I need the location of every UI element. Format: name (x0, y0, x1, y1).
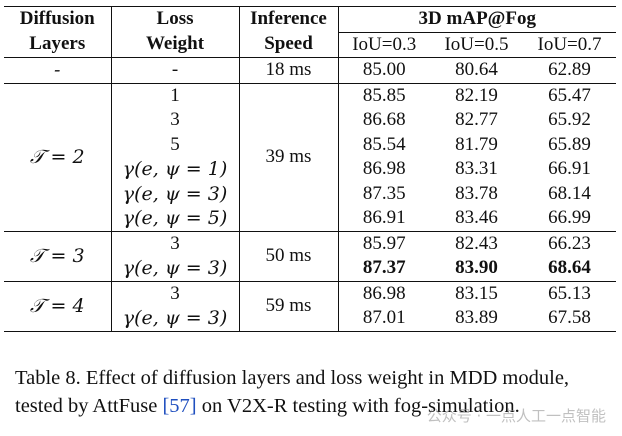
header-diffusion-line2: Layers (4, 32, 112, 58)
loss-weight-cell: γ(e, ψ = 5) (111, 206, 240, 231)
map-value-cell: 65.47 (548, 84, 591, 106)
inference-speed-cell: 18 ms (239, 57, 339, 83)
map-value-cell: 81.79 (455, 133, 498, 155)
header-speed-line1: Inference (239, 6, 339, 32)
loss-weight-cell: - (111, 57, 240, 83)
loss-weight-cell: 3 (111, 231, 240, 256)
diffusion-layers-cell: 𝒯 = 4 (4, 281, 112, 331)
map-value-cell: 62.89 (548, 59, 591, 80)
map-value-cell: 83.89 (455, 307, 498, 328)
map-value-cell: 86.98 (362, 282, 406, 304)
table-row: 3 86.68 82.77 65.92 (4, 108, 616, 133)
table-row: - -18 ms 85.00 80.64 62.89 (4, 57, 616, 83)
header-iou-07: IoU=0.7 (537, 33, 602, 55)
header-speed-line2: Speed (239, 32, 339, 58)
map-value-cell: 80.64 (455, 59, 498, 80)
map-value-cell: 66.99 (548, 207, 591, 228)
loss-weight-cell: γ(e, ψ = 3) (111, 306, 240, 331)
map-value-cell: 82.43 (455, 232, 498, 254)
table-row: γ(e, ψ = 3) 87.37 83.90 68.64 (4, 256, 616, 281)
loss-weight-cell: 5 (111, 132, 240, 157)
header-loss-line2: Weight (111, 32, 240, 58)
loss-weight-cell: γ(e, ψ = 1) (111, 157, 240, 182)
header-loss-line1: Loss (111, 6, 240, 32)
map-value-cell: 82.19 (455, 84, 498, 106)
map-value-cell: 66.91 (548, 158, 591, 179)
table-caption: Table 8. Effect of diffusion layers and … (15, 364, 607, 420)
loss-weight-cell: 3 (111, 108, 240, 133)
map-value-cell: 66.23 (548, 232, 591, 254)
map-value-cell: 65.89 (548, 133, 591, 155)
map-value-cell: 85.54 (362, 133, 406, 155)
map-value-cell: 86.91 (362, 207, 406, 228)
table-row: 𝒯 = 3 3 50 ms 85.97 82.43 66.23 (4, 231, 617, 281)
table-row: γ(e, ψ = 1) 86.98 83.31 66.91 (4, 157, 616, 182)
table-row: γ(e, ψ = 3) 87.35 83.78 68.14 (4, 181, 616, 206)
map-value-cell: 87.35 (362, 182, 406, 204)
loss-weight-cell: γ(e, ψ = 3) (111, 256, 240, 281)
diffusion-layers-cell: - (4, 57, 112, 83)
header-iou-03: IoU=0.3 (352, 33, 417, 55)
map-value-cell: 85.85 (362, 84, 406, 106)
table-row: γ(e, ψ = 5) 86.91 83.46 66.99 (4, 206, 616, 231)
map-value-cell: 68.64 (548, 257, 591, 278)
caption-text-end: on V2X-R testing with fog-simulation. (196, 395, 520, 417)
header-iou-05: IoU=0.5 (444, 33, 509, 55)
map-value-cell: 83.90 (455, 257, 498, 278)
map-value-cell: 65.92 (548, 109, 591, 130)
header-diffusion-line1: Diffusion (4, 6, 112, 32)
results-table: Diffusion Loss Inference 3D mAP@Fog Laye… (4, 6, 617, 332)
map-value-cell: 82.77 (455, 109, 498, 130)
citation-link[interactable]: [57] (162, 395, 197, 417)
caption-text-start: Table 8. Effect of diffusion layers and … (15, 367, 570, 417)
map-value-cell: 67.58 (548, 307, 591, 328)
header-map-group: 3D mAP@Fog (338, 6, 617, 33)
map-value-cell: 85.97 (362, 232, 406, 254)
map-value-cell: 83.15 (455, 282, 498, 304)
map-value-cell: 83.46 (455, 207, 498, 228)
table-row: 𝒯 = 4 3 59 ms 86.98 83.15 65.13 (4, 281, 617, 331)
diffusion-layers-cell: 𝒯 = 2 (4, 83, 112, 231)
loss-weight-cell: γ(e, ψ = 3) (111, 181, 240, 206)
map-value-cell: 87.01 (362, 307, 406, 328)
map-value-cell: 83.31 (455, 158, 498, 179)
inference-speed-cell: 39 ms (239, 83, 339, 231)
map-value-cell: 65.13 (548, 282, 591, 304)
inference-speed-cell: 59 ms (239, 281, 339, 331)
map-value-cell: 68.14 (548, 182, 591, 204)
diffusion-layers-cell: 𝒯 = 3 (4, 231, 112, 281)
map-value-cell: 87.37 (362, 257, 406, 278)
loss-weight-cell: 3 (111, 281, 240, 306)
loss-weight-cell: 1 (111, 83, 240, 108)
watermark: 公众号 · 一点人工一点智能 (426, 407, 606, 425)
inference-speed-cell: 50 ms (239, 231, 339, 281)
map-value-cell: 83.78 (455, 182, 498, 204)
map-value-cell: 85.00 (362, 59, 406, 80)
map-value-cell: 86.68 (362, 109, 406, 130)
map-value-cell: 86.98 (362, 158, 406, 179)
table-row: 𝒯 = 2 1 39 ms 85.85 82.19 65.47 (4, 83, 617, 231)
table-row: 5 85.54 81.79 65.89 (4, 132, 616, 157)
